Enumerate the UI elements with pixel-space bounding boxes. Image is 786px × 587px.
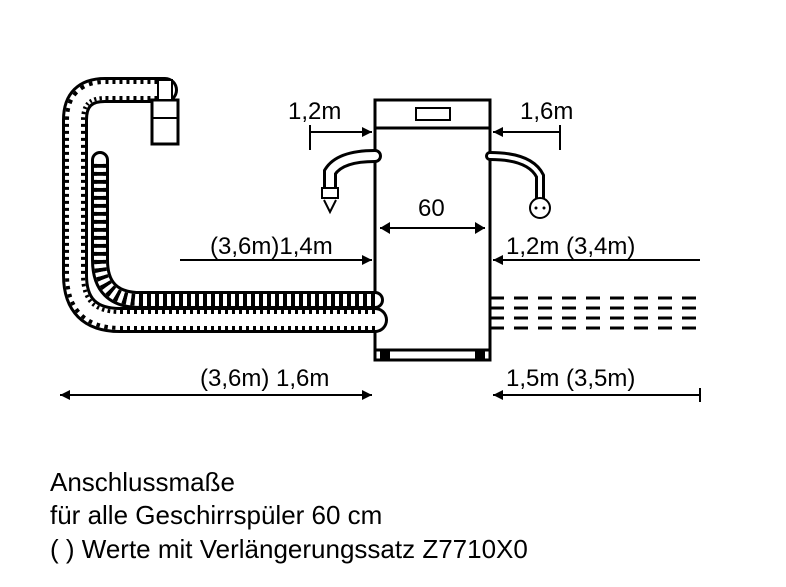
label-left-top: 1,2m [288, 98, 341, 126]
label-width-60: 60 [418, 195, 445, 223]
caption-block: Anschlussmaße für alle Geschirrspüler 60… [50, 466, 528, 567]
caption-line-1: Anschlussmaße [50, 466, 528, 500]
label-right-top: 1,6m [520, 98, 573, 126]
appliance-body [375, 100, 490, 360]
right-mid-lines [490, 298, 700, 328]
panel-display [416, 108, 450, 120]
label-right-bottom: 1,5m (3,5m) [506, 365, 635, 393]
caption-line-3: ( ) Werte mit Verlängerungssatz Z7710X0 [50, 533, 528, 567]
label-left-bottom: (3,6m) 1,6m [200, 365, 329, 393]
label-left-mid: (3,6m)1,4m [210, 233, 333, 261]
label-right-mid: 1,2m (3,4m) [506, 233, 635, 261]
cord-right [490, 156, 540, 200]
diagram-svg [0, 0, 786, 480]
connection-diagram: 1,2m 1,6m 60 (3,6m)1,4m 1,2m (3,4m) (3,6… [0, 0, 786, 480]
aquastop [152, 100, 178, 144]
caption-line-2: für alle Geschirrspüler 60 cm [50, 499, 528, 533]
